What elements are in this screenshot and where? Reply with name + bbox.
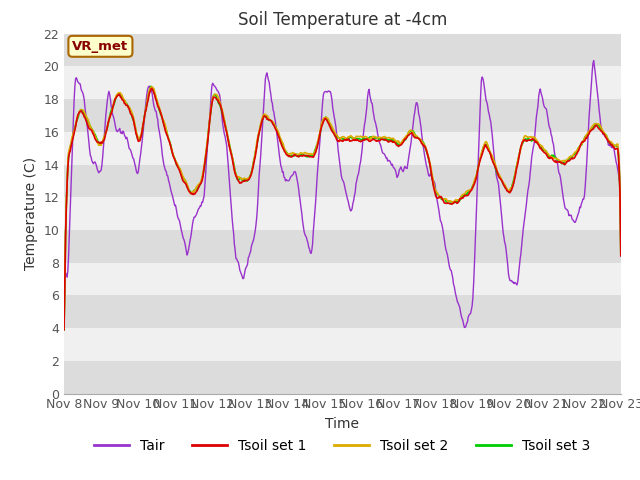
Tsoil set 2 <box>617 251 625 256</box>
Bar <box>64 197 621 230</box>
Tair <box>590 58 598 63</box>
Line: Tsoil set 3: Tsoil set 3 <box>64 86 621 330</box>
Bar <box>64 99 621 132</box>
Tsoil set 3 <box>70 128 78 134</box>
Tsoil set 1 <box>617 253 625 259</box>
Tair <box>60 309 68 315</box>
Tair <box>426 171 434 177</box>
Bar <box>64 263 621 295</box>
X-axis label: Time: Time <box>325 417 360 431</box>
Tsoil set 2 <box>60 325 68 331</box>
Bar <box>64 34 621 66</box>
Tsoil set 1 <box>60 327 68 333</box>
Tsoil set 1 <box>127 112 135 118</box>
Tsoil set 1 <box>185 188 193 193</box>
Tsoil set 3 <box>428 168 435 174</box>
Tsoil set 3 <box>127 111 135 117</box>
Tsoil set 3 <box>411 131 419 137</box>
Tair <box>214 88 221 94</box>
Bar <box>64 66 621 99</box>
Tsoil set 3 <box>185 187 193 193</box>
Y-axis label: Temperature (C): Temperature (C) <box>24 157 38 270</box>
Legend: Tair, Tsoil set 1, Tsoil set 2, Tsoil set 3: Tair, Tsoil set 1, Tsoil set 2, Tsoil se… <box>89 433 596 459</box>
Tsoil set 2 <box>185 186 193 192</box>
Bar <box>64 295 621 328</box>
Tsoil set 3 <box>617 252 625 258</box>
Tair <box>127 150 135 156</box>
Tsoil set 1 <box>214 98 222 104</box>
Tsoil set 3 <box>60 327 68 333</box>
Tsoil set 2 <box>148 84 156 90</box>
Tsoil set 1 <box>148 85 156 91</box>
Text: VR_met: VR_met <box>72 40 129 53</box>
Tair <box>410 113 418 119</box>
Tair <box>617 253 625 259</box>
Bar <box>64 132 621 165</box>
Tsoil set 3 <box>214 99 222 105</box>
Line: Tair: Tair <box>64 60 621 327</box>
Tsoil set 1 <box>411 135 419 141</box>
Bar <box>64 165 621 197</box>
Line: Tsoil set 2: Tsoil set 2 <box>64 87 621 328</box>
Tair <box>70 98 78 104</box>
Tsoil set 2 <box>127 108 135 114</box>
Tair <box>184 250 192 255</box>
Tsoil set 2 <box>214 94 222 99</box>
Tsoil set 1 <box>70 131 78 136</box>
Tsoil set 2 <box>411 132 419 138</box>
Bar <box>64 230 621 263</box>
Tsoil set 2 <box>428 166 435 171</box>
Tsoil set 2 <box>70 128 78 133</box>
Bar <box>64 328 621 361</box>
Line: Tsoil set 1: Tsoil set 1 <box>64 88 621 330</box>
Title: Soil Temperature at -4cm: Soil Temperature at -4cm <box>237 11 447 29</box>
Tair <box>461 324 468 330</box>
Bar <box>64 361 621 394</box>
Tsoil set 3 <box>147 84 155 89</box>
Tsoil set 1 <box>428 169 435 175</box>
